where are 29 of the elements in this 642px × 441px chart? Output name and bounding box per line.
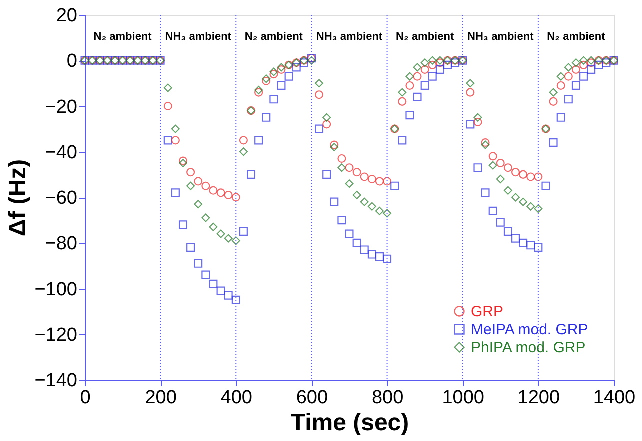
x-tick-label: 0 bbox=[80, 388, 91, 408]
x-axis-title: Time (sec) bbox=[290, 410, 410, 436]
x-tick-label: 600 bbox=[296, 388, 328, 408]
legend-label: PhIPA mod. GRP bbox=[471, 340, 586, 356]
y-tick-label: −40 bbox=[45, 142, 78, 164]
annotation: NH₃ ambient bbox=[165, 31, 232, 43]
y-tick-label: −100 bbox=[34, 279, 78, 300]
y-tick-label: −80 bbox=[45, 234, 78, 255]
y-tick-label: −140 bbox=[34, 370, 78, 392]
annotation: N₂ ambient bbox=[396, 31, 454, 43]
y-axis-title: Δf (Hz) bbox=[4, 159, 32, 237]
y-tick-label: −20 bbox=[45, 96, 78, 118]
annotation: N₂ ambient bbox=[94, 31, 152, 43]
x-tick-label: 1200 bbox=[518, 388, 560, 408]
legend-label: MeIPA mod. GRP bbox=[471, 322, 588, 338]
annotation: NH₃ ambient bbox=[316, 31, 383, 43]
legend-label: GRP bbox=[471, 304, 504, 320]
y-tick-label: 0 bbox=[66, 51, 78, 72]
y-tick-label: 20 bbox=[56, 6, 78, 26]
annotation: N₂ ambient bbox=[244, 31, 304, 43]
x-tick-label: 1000 bbox=[442, 388, 484, 408]
annotation: N₂ ambient bbox=[547, 31, 606, 43]
y-tick-label: −120 bbox=[34, 324, 78, 346]
annotation: NH₃ ambient bbox=[468, 31, 534, 43]
x-tick-label: 800 bbox=[372, 388, 404, 408]
x-tick-label: 1400 bbox=[593, 388, 636, 408]
x-tick-label: 200 bbox=[145, 388, 177, 408]
x-tick-label: 400 bbox=[220, 388, 252, 408]
y-tick-label: −60 bbox=[45, 188, 78, 209]
